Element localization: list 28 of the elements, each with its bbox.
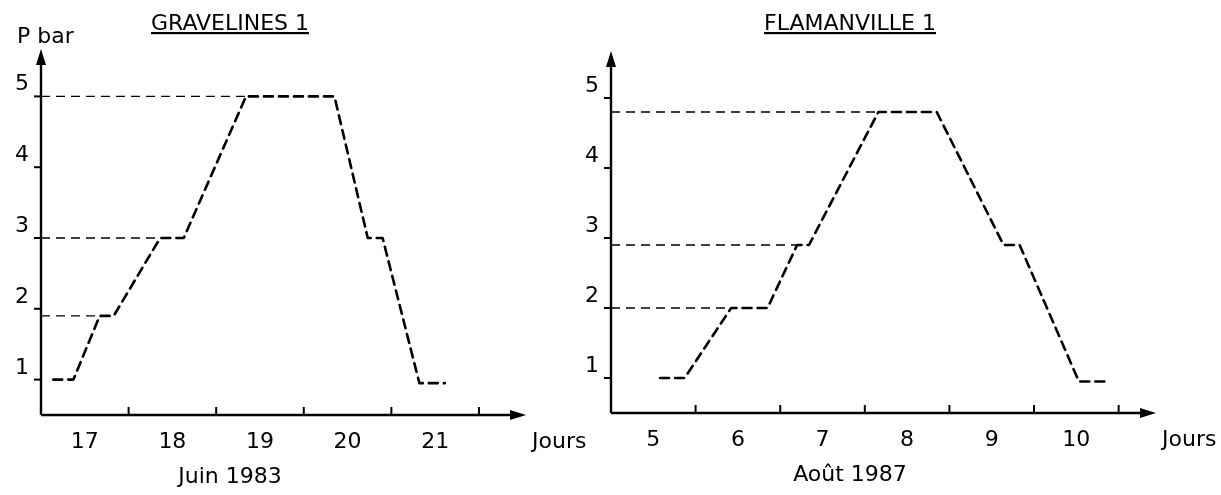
- x-tick-label: 18: [158, 428, 187, 453]
- chart-title: GRAVELINES 1: [150, 10, 310, 35]
- x-tick-label: 8: [900, 426, 915, 451]
- y-tick-label: 4: [585, 142, 599, 167]
- y-tick-label: 1: [15, 353, 29, 379]
- y-tick-label: 3: [585, 212, 599, 237]
- x-axis-title: Jours: [1160, 426, 1217, 451]
- x-tick-label: 9: [984, 426, 999, 451]
- x-tick-label: 5: [646, 426, 661, 451]
- x-tick-label: 6: [730, 426, 745, 451]
- text: Août 1987: [793, 461, 907, 486]
- x-tick-label: 10: [1062, 426, 1091, 451]
- x-axis-title: Jours: [530, 428, 587, 453]
- chart-title: FLAMANVILLE 1: [764, 10, 936, 35]
- y-tick-label: 4: [15, 141, 29, 167]
- x-tick-label: 17: [70, 428, 99, 453]
- x-tick-label: 21: [421, 428, 450, 453]
- y-tick-label: 5: [585, 72, 599, 97]
- y-tick-label: 2: [585, 282, 599, 307]
- text: Juin 1983: [176, 463, 282, 488]
- x-tick-label: 19: [245, 428, 274, 453]
- x-tick-label: 7: [815, 426, 830, 451]
- y-tick-label: 3: [15, 212, 29, 237]
- y-tick-label: 1: [585, 352, 599, 377]
- x-tick-label: 20: [333, 428, 362, 453]
- y-tick-label: 5: [15, 70, 29, 96]
- y-axis-title: P bar: [17, 23, 75, 48]
- y-tick-label: 2: [15, 282, 29, 308]
